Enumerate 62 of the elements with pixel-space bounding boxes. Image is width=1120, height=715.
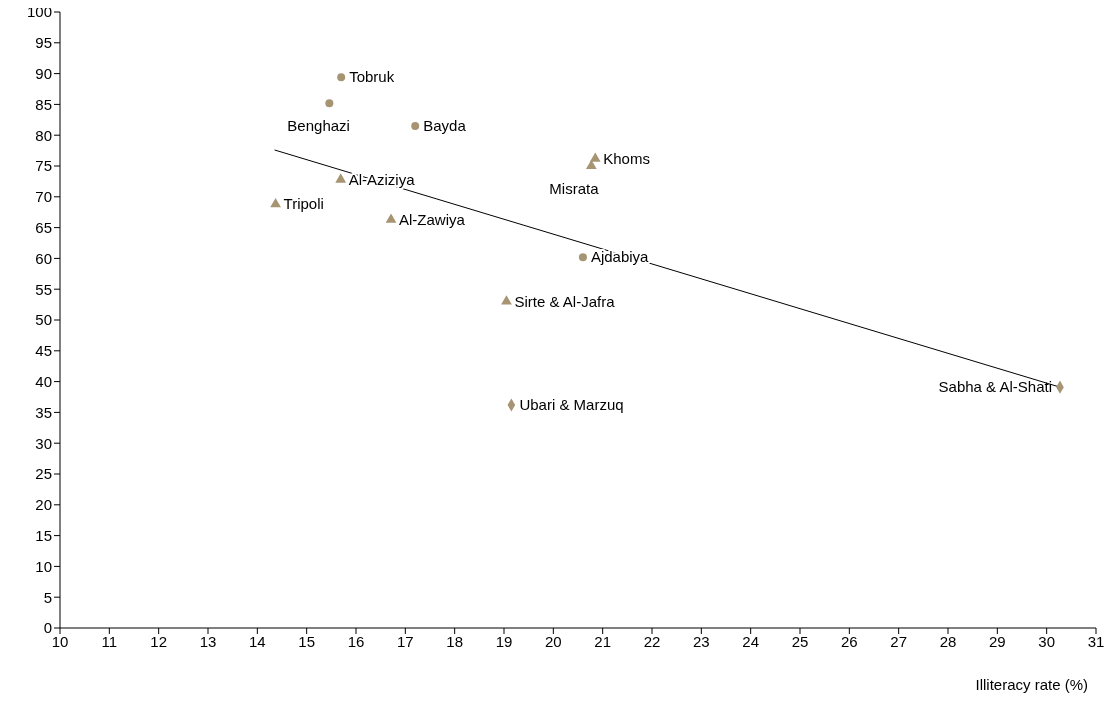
point	[578, 253, 587, 262]
annotation: Misrata	[549, 180, 600, 197]
x-axis-title: Illiteracy rate (%)	[975, 676, 1088, 693]
annotation: Khoms	[603, 149, 650, 167]
point	[325, 99, 334, 108]
x-tick-label: 15	[298, 632, 316, 650]
y-tick-label: 95	[35, 34, 52, 52]
x-tick-label: 29	[988, 632, 1006, 650]
y-tick-label: 55	[35, 280, 52, 298]
x-tick-label: 19	[495, 632, 513, 650]
x-tick-label: 18	[446, 632, 464, 650]
point	[501, 295, 512, 305]
annotation: Bayda	[423, 116, 467, 134]
x-tick-label: 30	[1038, 632, 1056, 650]
y-tick-label: 85	[35, 95, 52, 113]
y-tick-label: 65	[35, 218, 52, 236]
point	[385, 213, 397, 223]
annotation: Tobruk	[349, 68, 395, 86]
y-tick-label: 5	[43, 588, 52, 606]
annotation: Sabha & Al-Shati	[938, 378, 1052, 396]
x-tick-label: 26	[840, 632, 858, 650]
y-tick-label: 10	[35, 557, 52, 575]
y-tick-label: 60	[35, 249, 52, 267]
y-tick-label: 80	[35, 126, 52, 144]
x-tick-label: 11	[101, 632, 118, 650]
x-tick-label: 20	[544, 632, 562, 650]
annotation: Al-Zawiya	[399, 210, 466, 228]
x-tick-label: 23	[692, 632, 710, 650]
y-tick-label: 45	[35, 342, 52, 360]
y-tick-label: 15	[35, 526, 52, 544]
x-tick-label: 16	[347, 632, 365, 650]
x-tick-label: 21	[594, 632, 612, 650]
point	[270, 197, 281, 208]
y-tick-label: 50	[35, 311, 52, 329]
x-tick-label: 27	[890, 632, 908, 650]
y-tick-label: 20	[35, 496, 52, 514]
x-tick-label: 28	[939, 632, 957, 650]
point	[411, 121, 420, 130]
x-tick-label: 31	[1087, 632, 1105, 650]
annotation: Tripoli	[283, 195, 324, 213]
y-tick-label: 30	[35, 434, 52, 452]
x-tick-label: 13	[199, 632, 217, 650]
x-tick-label: 17	[396, 632, 414, 650]
y-tick-label: 75	[35, 157, 52, 175]
point	[585, 159, 597, 170]
y-tick-label: 25	[35, 465, 52, 483]
x-tick-label: 24	[742, 632, 760, 650]
y-tick-label: 40	[35, 372, 52, 390]
x-tick-label: 12	[150, 632, 168, 650]
point	[335, 173, 347, 183]
point	[337, 73, 346, 82]
x-tick-label: 14	[248, 632, 266, 650]
y-tick-label: 35	[35, 403, 52, 421]
annotation: Sirte & Al-Jafra	[514, 292, 616, 310]
point	[589, 152, 601, 162]
annotation: Ubari & Marzuq	[519, 396, 624, 414]
y-tick-label: 90	[35, 64, 52, 82]
x-tick-label: 22	[643, 632, 661, 650]
x-tick-label: 25	[791, 632, 809, 650]
y-tick-label: 0	[43, 619, 52, 637]
y-tick-label: 70	[35, 188, 52, 206]
annotation: Benghazi	[287, 117, 350, 135]
